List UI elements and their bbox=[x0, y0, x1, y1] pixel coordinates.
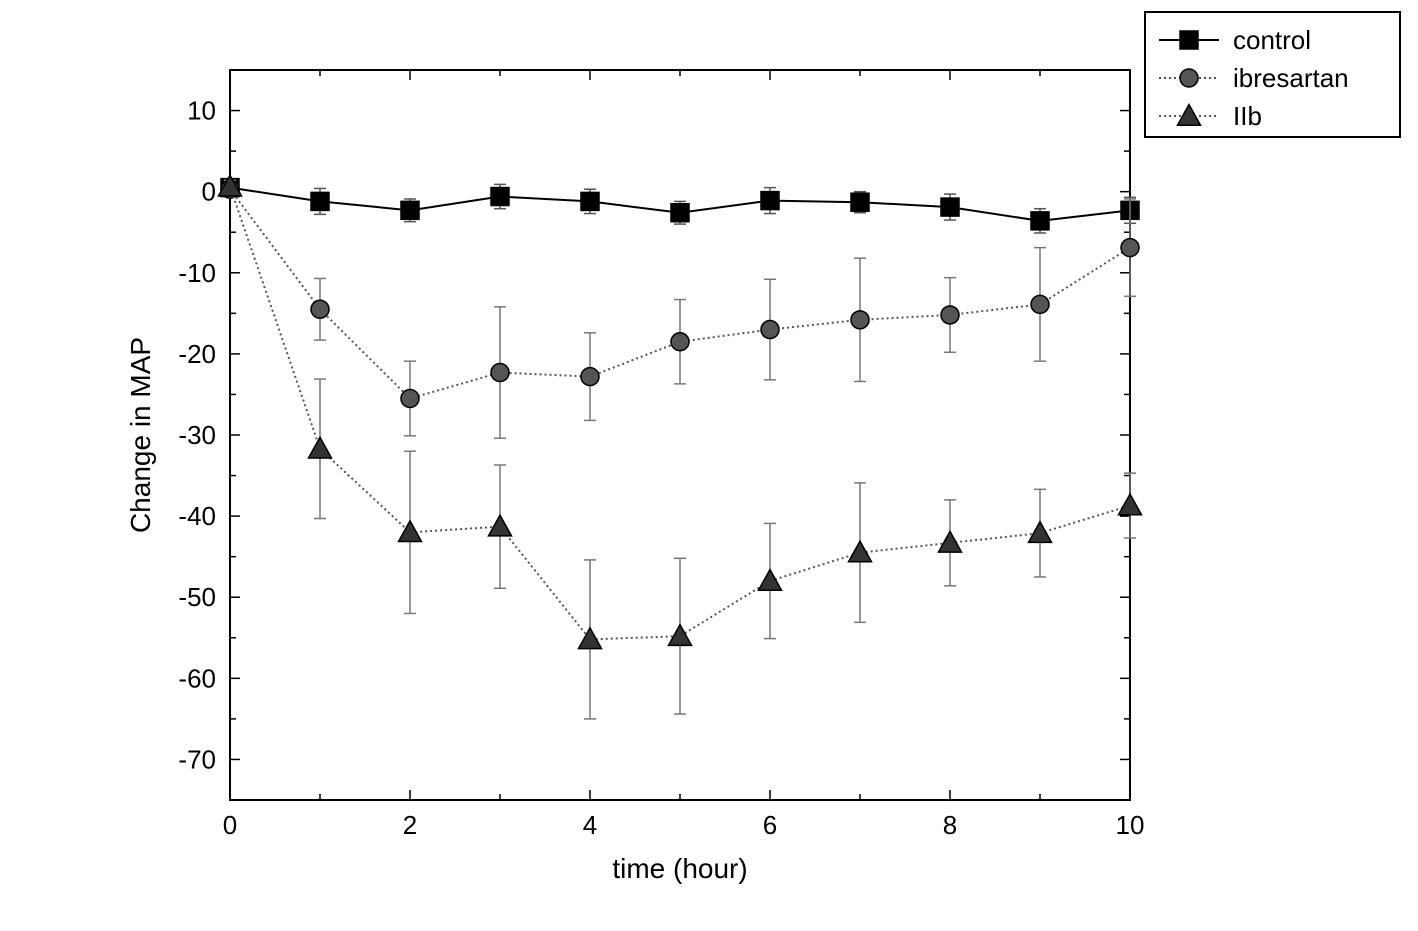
legend-label: IIb bbox=[1233, 101, 1262, 131]
chart-container: 0 2 4 6 8 10 -70 -60 -50 -40 -30 -20 -10 0 10 time (hou… bbox=[0, 0, 1418, 931]
svg-text:0: 0 bbox=[223, 810, 237, 840]
svg-text:8: 8 bbox=[943, 810, 957, 840]
svg-text:Change in MAP: Change in MAP bbox=[125, 337, 156, 533]
svg-text:-20: -20 bbox=[178, 339, 216, 369]
svg-text:-40: -40 bbox=[178, 501, 216, 531]
legend-label: control bbox=[1233, 25, 1311, 55]
svg-text:-70: -70 bbox=[178, 744, 216, 774]
svg-text:10: 10 bbox=[187, 96, 216, 126]
svg-text:-30: -30 bbox=[178, 420, 216, 450]
line-chart: 0 2 4 6 8 10 -70 -60 -50 -40 -30 -20 -10 0 10 time (hou… bbox=[0, 0, 1418, 931]
legend: control ibresartan IIb bbox=[1145, 12, 1400, 137]
svg-text:2: 2 bbox=[403, 810, 417, 840]
svg-text:10: 10 bbox=[1116, 810, 1145, 840]
svg-text:4: 4 bbox=[583, 810, 597, 840]
svg-text:6: 6 bbox=[763, 810, 777, 840]
svg-text:-50: -50 bbox=[178, 582, 216, 612]
legend-label: ibresartan bbox=[1233, 63, 1349, 93]
svg-text:0: 0 bbox=[202, 177, 216, 207]
svg-text:-10: -10 bbox=[178, 258, 216, 288]
svg-text:time (hour): time (hour) bbox=[612, 853, 747, 884]
svg-text:-60: -60 bbox=[178, 663, 216, 693]
